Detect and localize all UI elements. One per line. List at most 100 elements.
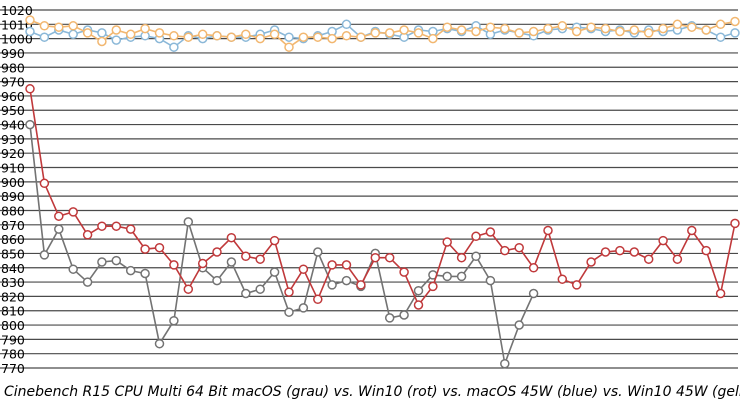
data-point	[571, 26, 582, 37]
data-point	[442, 271, 452, 282]
data-point	[514, 320, 524, 330]
y-tick-label: 830	[1, 275, 25, 290]
data-point	[456, 25, 467, 35]
data-point	[154, 338, 165, 349]
data-point	[557, 21, 568, 31]
data-point	[241, 288, 251, 299]
y-tick-label: 890	[1, 189, 25, 204]
data-point	[687, 225, 697, 236]
y-tick-label: 900	[1, 175, 25, 190]
data-point	[68, 21, 78, 31]
data-point	[111, 25, 122, 35]
data-point	[269, 235, 280, 246]
series-line	[29, 124, 535, 367]
data-point	[543, 225, 553, 236]
data-point	[629, 247, 640, 257]
data-point	[399, 310, 409, 320]
data-point	[140, 244, 150, 254]
data-point	[384, 28, 395, 38]
y-axis: 7707807908008108208308408508608708808909…	[1, 3, 33, 376]
data-point	[399, 267, 409, 277]
data-point	[586, 22, 596, 32]
data-point	[169, 31, 179, 41]
data-point	[183, 217, 194, 227]
data-point	[97, 257, 107, 267]
data-point	[672, 254, 683, 264]
y-tick-label: 1020	[1, 3, 33, 18]
series-4	[25, 15, 740, 52]
data-point	[428, 281, 438, 292]
data-point	[125, 265, 136, 276]
data-point	[82, 230, 93, 240]
data-point	[600, 247, 611, 257]
data-point	[356, 32, 366, 42]
y-tick-label: 850	[1, 246, 25, 261]
data-point	[730, 28, 740, 38]
y-tick-label: 960	[1, 89, 25, 104]
data-point	[226, 257, 237, 267]
data-point	[327, 280, 337, 290]
data-point	[485, 275, 496, 286]
data-point	[413, 300, 424, 310]
data-point	[384, 313, 395, 323]
data-point	[68, 264, 78, 274]
data-point	[313, 294, 323, 305]
chart-caption: Cinebench R15 CPU Multi 64 Bit macOS (gr…	[4, 384, 740, 400]
data-point	[125, 29, 136, 40]
data-point	[687, 22, 697, 32]
data-point	[399, 25, 409, 35]
data-point	[25, 84, 35, 94]
data-point	[212, 31, 222, 41]
data-point	[284, 32, 294, 42]
data-point	[471, 231, 481, 242]
data-point	[241, 251, 251, 262]
data-point	[54, 211, 64, 221]
data-point	[615, 245, 625, 256]
data-point	[111, 255, 122, 266]
data-point	[68, 207, 78, 217]
data-point	[255, 254, 265, 264]
data-point	[255, 33, 265, 44]
data-point	[514, 242, 524, 253]
data-point	[500, 245, 510, 256]
data-point	[715, 32, 726, 42]
data-point	[615, 26, 625, 37]
data-point	[643, 28, 654, 38]
data-point	[169, 315, 179, 326]
y-tick-label: 940	[1, 118, 25, 133]
data-point	[269, 267, 280, 277]
data-point	[456, 252, 467, 263]
data-point	[485, 22, 496, 32]
data-point	[269, 29, 280, 40]
data-point	[600, 23, 611, 34]
data-point	[571, 280, 582, 290]
data-point	[701, 245, 711, 256]
data-point	[643, 254, 654, 264]
data-point	[341, 275, 352, 286]
data-point	[500, 23, 510, 34]
data-point	[327, 33, 337, 44]
data-point	[183, 284, 194, 294]
data-point	[327, 260, 337, 270]
data-point	[658, 23, 668, 34]
y-tick-label: 950	[1, 103, 25, 118]
series-layer	[25, 15, 740, 369]
y-tick-label: 1010	[1, 17, 33, 32]
data-point	[672, 19, 683, 30]
data-point	[154, 28, 165, 38]
data-point	[356, 280, 366, 290]
data-point	[586, 257, 596, 267]
data-point	[370, 252, 381, 263]
y-tick-label: 880	[1, 203, 25, 218]
data-point	[183, 32, 194, 42]
data-point	[514, 28, 524, 38]
data-point	[25, 15, 35, 25]
y-tick-label: 930	[1, 132, 25, 147]
data-point	[226, 232, 237, 243]
data-point	[298, 264, 309, 274]
series-line	[29, 23, 736, 49]
data-point	[500, 358, 510, 369]
data-point	[471, 26, 481, 37]
data-point	[715, 19, 726, 30]
data-point	[341, 19, 352, 30]
